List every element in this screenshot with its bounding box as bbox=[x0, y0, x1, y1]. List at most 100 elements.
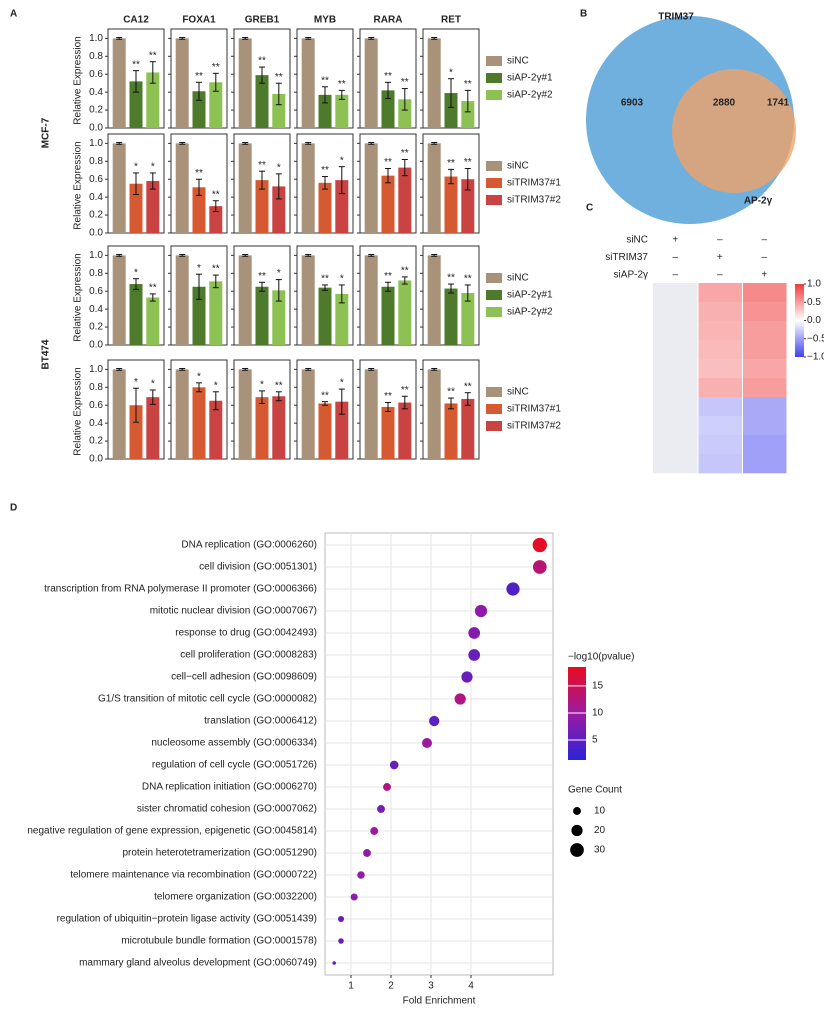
significance-label: * bbox=[197, 371, 201, 382]
significance-label: ** bbox=[149, 50, 157, 61]
y-tick-label: nucleosome assembly (GO:0006334) bbox=[151, 738, 317, 749]
colorbar-label: 10 bbox=[592, 708, 604, 719]
significance-label: ** bbox=[258, 271, 266, 282]
bar bbox=[398, 280, 412, 345]
legend-swatch bbox=[486, 161, 502, 171]
heatmap-cell bbox=[653, 302, 698, 322]
significance-label: ** bbox=[401, 77, 409, 88]
error-bar bbox=[212, 391, 219, 411]
error-bar bbox=[196, 81, 202, 101]
bar bbox=[381, 175, 395, 233]
bar bbox=[364, 369, 378, 459]
bubble bbox=[357, 871, 365, 879]
significance-label: * bbox=[277, 268, 281, 279]
bar bbox=[381, 90, 395, 128]
error-bar bbox=[401, 276, 408, 285]
y-tick-label: regulation of cell cycle (GO:0051726) bbox=[152, 760, 317, 771]
heatmap-cell bbox=[743, 435, 787, 455]
bar bbox=[318, 94, 332, 128]
bar bbox=[112, 143, 126, 233]
colorbar-label: 15 bbox=[592, 681, 604, 692]
error-bar bbox=[133, 278, 139, 290]
bar bbox=[301, 369, 315, 459]
significance-label: ** bbox=[401, 385, 409, 396]
heatmap-cell bbox=[698, 321, 742, 341]
bar bbox=[301, 143, 315, 233]
set-circle bbox=[672, 69, 796, 193]
y-axis-label: Relative Expression bbox=[73, 253, 84, 341]
y-tick-label: 0.2 bbox=[89, 105, 103, 116]
bar bbox=[427, 38, 441, 128]
y-tick-label: 0.4 bbox=[89, 87, 103, 98]
error-bar bbox=[338, 89, 345, 100]
error-bar bbox=[242, 367, 249, 371]
significance-label: ** bbox=[447, 273, 455, 284]
bar bbox=[272, 290, 286, 345]
legend-label: siTRIM37#2 bbox=[507, 421, 561, 432]
error-bar bbox=[259, 170, 265, 190]
error-bar bbox=[464, 284, 471, 302]
y-tick-label: protein heterotetramerization (GO:005129… bbox=[122, 848, 317, 859]
bar bbox=[209, 281, 223, 345]
error-bar bbox=[133, 70, 139, 93]
panel-label: B bbox=[580, 9, 587, 20]
bubble bbox=[422, 738, 432, 748]
significance-label: ** bbox=[212, 264, 220, 275]
bar bbox=[209, 206, 223, 233]
error-bar bbox=[212, 200, 219, 212]
y-tick-label: 1.0 bbox=[89, 364, 103, 375]
gene-label: RET bbox=[441, 15, 461, 26]
legend-swatch bbox=[486, 307, 502, 317]
error-bar bbox=[212, 274, 219, 289]
significance-label: * bbox=[151, 162, 155, 173]
bubble bbox=[468, 649, 481, 661]
legend-label: siAP-2γ#2 bbox=[507, 90, 553, 101]
condition-sign: – bbox=[672, 270, 678, 281]
legend-label: siAP-2γ#2 bbox=[507, 307, 553, 318]
bar bbox=[398, 167, 412, 233]
bubble bbox=[532, 537, 547, 553]
error-bar bbox=[275, 279, 282, 302]
bar bbox=[255, 75, 269, 128]
heatmap-cell bbox=[698, 454, 742, 474]
error-bar bbox=[368, 141, 375, 145]
significance-label: ** bbox=[275, 380, 283, 391]
significance-label: ** bbox=[149, 283, 157, 294]
y-tick-label: 1.0 bbox=[89, 33, 103, 44]
significance-label: ** bbox=[321, 274, 329, 285]
error-bar bbox=[196, 382, 202, 393]
gene-label: GREB1 bbox=[245, 15, 280, 26]
y-tick-label: 0.4 bbox=[89, 192, 103, 203]
y-tick-label: 0.0 bbox=[89, 123, 103, 134]
error-bar bbox=[464, 89, 471, 113]
bar bbox=[146, 397, 160, 459]
error-bar bbox=[385, 402, 391, 412]
legend-label: siAP-2γ#1 bbox=[507, 73, 553, 84]
legend-title: −log10(pvalue) bbox=[568, 652, 634, 663]
bar bbox=[461, 179, 475, 233]
significance-label: ** bbox=[212, 189, 220, 200]
y-tick-label: 0.8 bbox=[89, 156, 103, 167]
error-bar bbox=[322, 401, 328, 406]
y-axis-label: Relative Expression bbox=[73, 141, 84, 229]
error-bar bbox=[149, 172, 156, 190]
heatmap-cell bbox=[653, 340, 698, 360]
size-label: 10 bbox=[594, 806, 606, 817]
error-bar bbox=[196, 273, 202, 300]
y-tick-label: negative regulation of gene expression, … bbox=[27, 826, 317, 837]
bar bbox=[146, 72, 160, 128]
y-tick-label: DNA replication initiation (GO:0006270) bbox=[142, 782, 317, 793]
bubble bbox=[474, 604, 488, 618]
heatmap-cell bbox=[698, 359, 742, 379]
bar bbox=[112, 255, 126, 345]
y-tick-label: 0.8 bbox=[89, 51, 103, 62]
colorbar-label: 0.5 bbox=[807, 297, 821, 308]
error-bar bbox=[322, 86, 328, 104]
heatmap-cell bbox=[698, 302, 742, 322]
bar bbox=[175, 255, 189, 345]
bubble bbox=[337, 915, 345, 923]
bubble bbox=[370, 827, 379, 835]
significance-label: ** bbox=[384, 71, 392, 82]
condition-sign: + bbox=[761, 270, 767, 281]
significance-label: ** bbox=[212, 62, 220, 73]
